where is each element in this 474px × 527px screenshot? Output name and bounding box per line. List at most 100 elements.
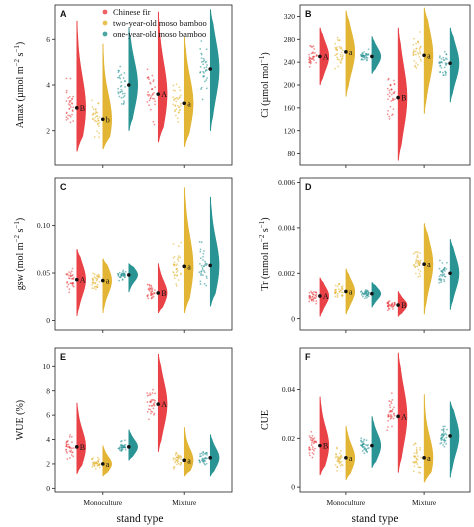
data-point <box>124 85 126 88</box>
plot-frame <box>299 4 471 166</box>
data-point <box>179 272 182 275</box>
data-point <box>438 56 441 59</box>
data-point <box>334 54 337 57</box>
x-tick-label: Monoculture <box>327 498 366 507</box>
y-tick-label: 2 <box>46 126 50 135</box>
y-tick-label: 6 <box>46 411 50 420</box>
data-point <box>149 82 152 85</box>
data-point <box>362 443 365 445</box>
data-point <box>203 282 206 285</box>
data-point <box>365 450 368 453</box>
data-point <box>340 456 343 459</box>
data-point <box>415 262 417 265</box>
data-point <box>414 50 417 53</box>
data-point <box>339 461 341 464</box>
data-point <box>339 452 341 455</box>
data-point <box>413 455 416 458</box>
data-point <box>415 61 417 64</box>
data-point <box>392 97 394 100</box>
data-point <box>441 275 444 277</box>
data-point <box>387 78 390 81</box>
data-point <box>176 258 179 261</box>
data-point <box>91 99 93 102</box>
data-point <box>362 295 364 298</box>
data-point <box>417 466 420 468</box>
data-point <box>366 56 369 59</box>
data-point <box>315 295 318 298</box>
data-point <box>413 465 416 468</box>
data-point <box>68 291 71 294</box>
mean-marker <box>370 291 374 296</box>
data-point <box>175 271 178 274</box>
data-point <box>308 452 311 454</box>
data-point <box>203 59 206 62</box>
data-point <box>365 55 368 57</box>
data-point <box>173 274 176 277</box>
data-point <box>72 120 75 122</box>
data-point <box>412 470 415 473</box>
violin <box>371 282 382 308</box>
data-point <box>440 434 443 437</box>
data-point <box>417 268 420 271</box>
data-point <box>124 443 127 446</box>
data-point <box>415 42 417 45</box>
data-point <box>123 92 126 95</box>
panel-letter: C <box>60 182 67 192</box>
data-point <box>388 404 391 407</box>
data-point <box>412 263 415 266</box>
data-point <box>442 59 445 61</box>
data-point <box>98 116 101 119</box>
significance-letter: a <box>427 260 431 269</box>
data-point <box>386 429 389 432</box>
data-point <box>71 267 74 270</box>
data-point <box>199 283 202 285</box>
data-point <box>388 300 391 303</box>
data-point <box>417 275 420 278</box>
data-point <box>309 62 312 65</box>
data-point <box>154 392 157 395</box>
mean-marker <box>370 443 374 448</box>
significance-letter: A <box>323 52 329 61</box>
data-point <box>152 388 154 391</box>
data-point <box>200 40 203 42</box>
data-point <box>96 456 99 459</box>
data-point <box>387 426 389 428</box>
data-point <box>334 48 337 51</box>
data-point <box>71 283 74 285</box>
data-point <box>175 96 178 99</box>
data-point <box>365 291 368 293</box>
data-point <box>148 284 151 287</box>
data-point <box>150 399 153 401</box>
data-point <box>335 453 338 456</box>
data-point <box>203 250 205 252</box>
data-point <box>308 66 311 68</box>
violin <box>423 394 434 483</box>
data-point <box>419 472 422 474</box>
data-point <box>177 260 180 262</box>
mean-marker <box>344 456 348 460</box>
data-point <box>390 88 393 91</box>
data-point <box>444 70 447 73</box>
data-point <box>388 115 391 118</box>
significance-letter: A <box>161 400 167 409</box>
data-point <box>72 285 75 288</box>
data-point <box>98 458 100 461</box>
data-point <box>418 55 421 58</box>
data-point <box>338 39 341 42</box>
data-point <box>309 296 312 299</box>
data-point <box>71 274 74 276</box>
data-point <box>312 57 315 60</box>
data-point <box>205 462 208 465</box>
data-point <box>95 279 98 282</box>
data-point <box>118 447 121 450</box>
data-point <box>72 447 75 449</box>
data-point <box>338 283 341 286</box>
data-point <box>417 471 420 474</box>
data-point <box>69 115 72 118</box>
legend-entry: two-year-old moso bamboo <box>113 18 207 28</box>
data-point <box>388 89 391 92</box>
violin <box>128 263 138 293</box>
y-tick-label: 0 <box>46 484 50 493</box>
data-point <box>119 440 122 443</box>
